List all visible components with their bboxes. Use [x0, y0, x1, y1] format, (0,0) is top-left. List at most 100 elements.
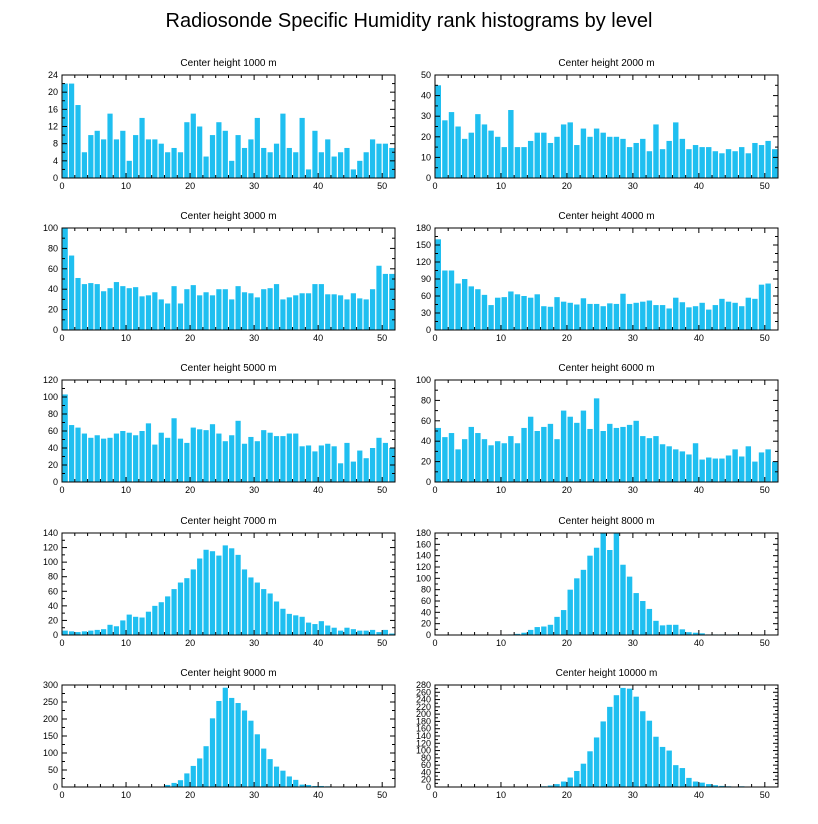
histogram-bar	[222, 687, 228, 787]
histogram-bar	[567, 122, 573, 178]
histogram-bar	[241, 292, 248, 330]
histogram-bar	[312, 785, 318, 787]
histogram-bar	[699, 782, 705, 787]
histogram-bar	[732, 151, 738, 178]
histogram-bar	[435, 427, 441, 482]
histogram-bar	[574, 422, 580, 482]
y-tick-label: 240	[416, 695, 431, 705]
histogram-bar	[113, 282, 120, 330]
histogram-bar	[494, 297, 501, 330]
histogram-bar	[69, 83, 75, 178]
x-tick-label: 30	[628, 333, 638, 343]
histogram-bar	[209, 718, 216, 787]
histogram-bar	[699, 302, 705, 330]
histogram-bar	[81, 152, 88, 178]
y-tick-label: 0	[426, 477, 431, 487]
histogram-bar	[574, 578, 580, 635]
histogram-bar	[184, 773, 190, 787]
histogram-bar	[706, 309, 712, 330]
histogram-bar	[633, 302, 639, 330]
x-tick-label: 50	[760, 181, 770, 191]
histogram-bar	[455, 449, 461, 482]
histogram-bar	[222, 289, 228, 330]
histogram-bar	[659, 746, 666, 787]
y-tick-label: 160	[416, 539, 431, 549]
histogram-panel: 0 10 20 30 40 50 0 20 40 60 80 100 120	[43, 375, 396, 495]
histogram-bar	[248, 436, 254, 482]
histogram-bar	[587, 751, 593, 787]
histogram-bar	[344, 442, 350, 482]
histogram-bar	[197, 758, 203, 787]
histogram-bar	[101, 139, 107, 179]
histogram-bar	[745, 446, 752, 482]
y-tick-label: 220	[416, 702, 431, 712]
histogram-bar	[442, 437, 448, 482]
histogram-bar	[706, 784, 712, 787]
histogram-bar	[666, 750, 672, 787]
histogram-bar	[580, 569, 587, 635]
y-tick-label: 140	[416, 731, 431, 741]
histogram-bar	[229, 548, 235, 635]
histogram-bar	[752, 142, 758, 178]
y-tick-label: 100	[43, 748, 58, 758]
y-tick-label: 120	[43, 375, 58, 385]
histogram-bar	[501, 147, 507, 178]
y-tick-label: 20	[48, 460, 58, 470]
histogram-bar	[554, 784, 560, 787]
histogram-bar	[600, 721, 606, 787]
histogram-bar	[389, 147, 395, 178]
histogram-bar	[229, 160, 235, 178]
histogram-bar	[363, 630, 369, 635]
y-tick-label: 60	[48, 586, 58, 596]
histogram-bar	[567, 302, 573, 330]
histogram-bar	[293, 615, 299, 635]
histogram-bar	[686, 149, 692, 178]
histogram-bar	[88, 135, 94, 178]
histogram-bar	[600, 132, 606, 178]
histogram-bar	[139, 296, 145, 330]
x-tick-label: 20	[185, 638, 195, 648]
histogram-bar	[235, 703, 241, 787]
histogram-bar	[305, 622, 312, 635]
x-tick-label: 20	[562, 790, 572, 800]
histogram-bar	[267, 593, 273, 635]
histogram-bar	[633, 696, 639, 787]
y-tick-label: 0	[53, 782, 58, 792]
x-tick-label: 20	[562, 638, 572, 648]
y-tick-label: 20	[48, 615, 58, 625]
y-tick-label: 100	[43, 392, 58, 402]
histogram-bar	[75, 632, 81, 635]
x-tick-label: 20	[562, 485, 572, 495]
histogram-bar	[171, 782, 177, 787]
histogram-bar	[653, 305, 659, 330]
histogram-bar	[587, 555, 593, 635]
histogram-bar	[75, 427, 81, 482]
histogram-bar	[248, 293, 254, 330]
histogram-bar	[273, 601, 280, 635]
histogram-bar	[560, 301, 567, 330]
histogram-bar	[534, 627, 540, 635]
y-tick-label: 40	[421, 767, 431, 777]
histogram-bar	[679, 138, 686, 178]
histogram-bar	[514, 294, 521, 330]
histogram-bar	[254, 582, 260, 635]
histogram-bar	[139, 617, 145, 635]
x-tick-label: 40	[694, 333, 704, 343]
y-tick-label: 100	[43, 557, 58, 567]
histogram-bar	[772, 461, 778, 482]
histogram-bar	[286, 433, 292, 482]
histogram-bar	[435, 85, 441, 178]
histogram-bar	[273, 766, 280, 787]
histogram-bar	[673, 297, 679, 330]
histogram-bar	[765, 449, 771, 482]
histogram-bar	[600, 533, 606, 635]
histogram-bar	[554, 439, 560, 482]
histogram-bar	[692, 306, 699, 330]
histogram-bar	[527, 629, 534, 635]
histogram-bar	[679, 451, 686, 482]
histogram-bar	[248, 577, 254, 635]
histogram-bar	[508, 436, 514, 482]
x-tick-label: 30	[628, 181, 638, 191]
histogram-bar	[475, 114, 481, 178]
histogram-bar	[481, 294, 488, 330]
